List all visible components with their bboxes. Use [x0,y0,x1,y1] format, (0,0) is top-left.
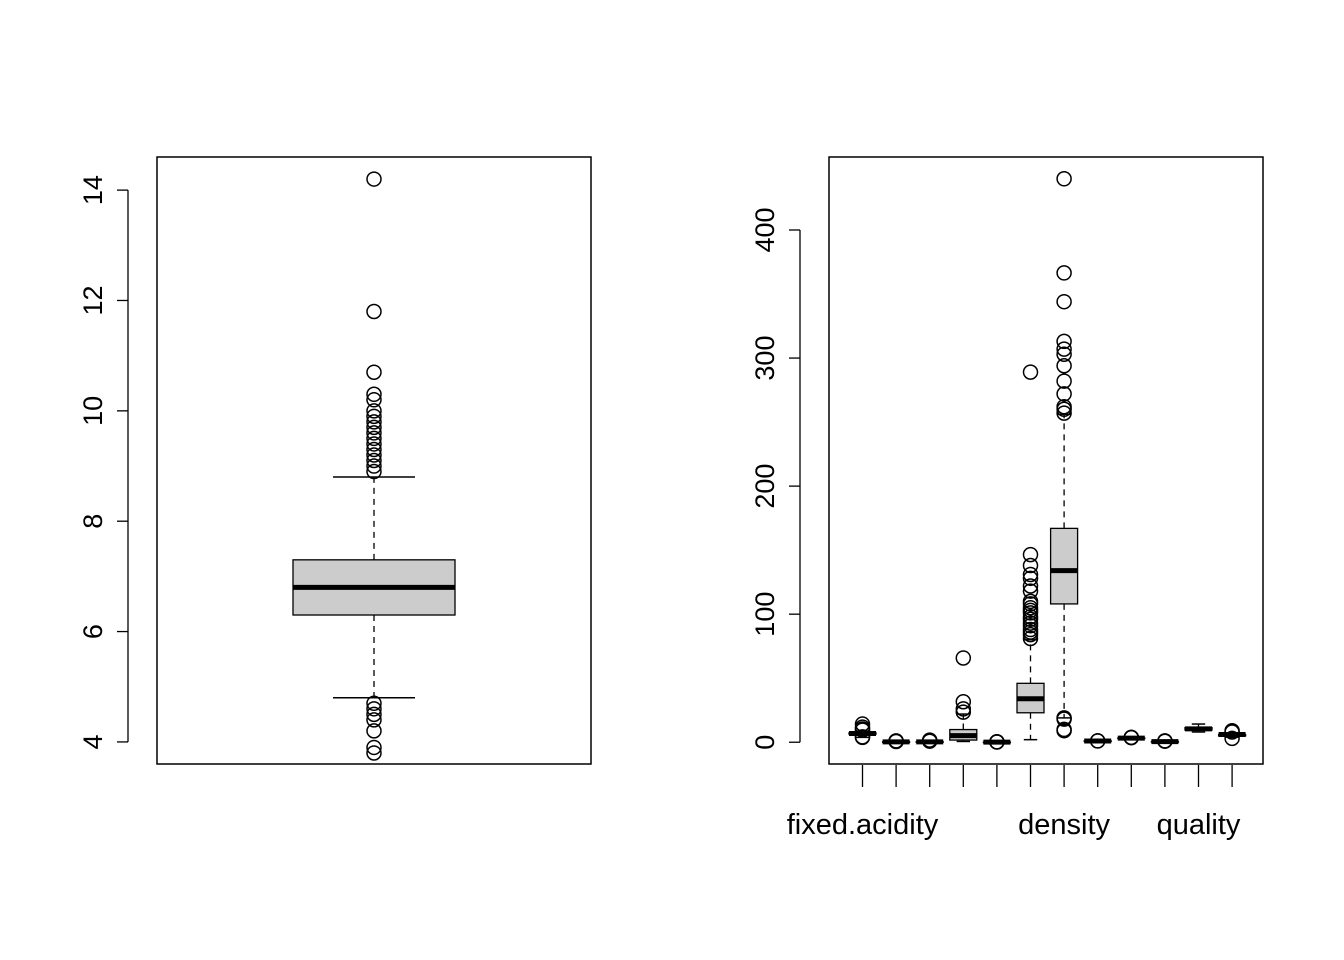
outlier-point [1089,733,1106,749]
outlier-point [1056,373,1072,389]
outlier-point [366,739,382,756]
outlier-point [366,701,382,717]
outlier-point [1056,710,1072,726]
box-5 [1016,364,1045,741]
outlier-point [1022,570,1039,587]
outlier-point [1022,578,1039,594]
outlier-point [366,712,382,728]
y-tick-label: 8 [78,514,108,529]
outlier-point [1224,722,1240,739]
y-tick-label: 400 [750,207,780,252]
right-boxplot-panel: 0 100 200 300 400 fixed.acidity density quality [750,156,1264,841]
plot-frame [828,156,1264,765]
y-tick-label: 14 [78,175,108,205]
outlier-point [366,403,382,419]
x-tick-label: fixed.acidity [787,809,939,841]
outlier-point [1022,566,1039,583]
y-tick-label: 12 [78,285,108,315]
outlier-point [1056,357,1072,374]
outlier-point [366,745,382,761]
y-tick-label: 100 [750,592,780,637]
box-11 [1217,722,1247,747]
outlier-point [366,447,382,463]
outlier-point [1056,265,1072,281]
outlier-point [366,419,382,436]
outlier-point [854,729,871,745]
outlier-point [1056,171,1072,187]
outlier-point [1157,733,1173,749]
box-4 [982,734,1012,750]
box-6 [1049,171,1079,739]
outlier-point [1056,293,1072,310]
outlier-point [366,695,382,712]
outlier-point [1056,386,1072,402]
outlier-point [1123,729,1140,746]
box-0 [848,716,877,746]
outlier-point [366,723,382,739]
box-0 [292,171,456,761]
box-3 [949,650,978,743]
y-tick-label: 300 [750,336,780,381]
outlier-point [366,386,382,403]
y-tick-label: 0 [750,735,780,750]
outlier-point [366,392,382,408]
outlier-point [366,441,382,458]
outlier-point [1056,721,1072,738]
outlier-point [366,364,382,380]
outlier-point [366,425,382,441]
outlier-point [366,452,382,469]
outlier-point [955,650,972,666]
outlier-point [1022,557,1039,574]
x-tick-label: quality [1157,809,1241,841]
outlier-point [854,716,871,732]
outlier-point [1056,333,1072,350]
outlier-point [1022,615,1039,631]
outlier-point [1022,364,1039,380]
outlier-point [1056,346,1072,362]
box-8 [1117,729,1146,746]
outlier-point [366,463,382,480]
outlier-point [1056,398,1072,415]
box-7 [1083,733,1112,749]
y-tick-label: 4 [78,734,108,749]
outlier-point [1056,405,1072,421]
outlier-point [366,706,382,723]
plot-frame [156,156,592,765]
outlier-point [366,303,382,320]
outlier-point [366,414,382,430]
outlier-point [1224,730,1240,747]
outlier-point [888,733,904,749]
y-tick-label: 200 [750,464,780,509]
outlier-point [366,436,382,452]
outlier-point [1022,630,1039,647]
outlier-point [366,458,382,474]
outlier-point [1022,583,1039,599]
outlier-point [955,694,972,710]
outlier-point [1022,608,1039,625]
box-10 [1184,723,1213,733]
outlier-point [366,408,382,425]
outlier-point [989,734,1005,750]
box-1 [881,733,911,750]
outlier-point [1022,593,1039,610]
outlier-point [1022,621,1039,638]
outlier-point [921,732,938,748]
box-2 [915,732,944,749]
box-9 [1150,733,1180,749]
outlier-point [1022,600,1039,616]
outlier-point [1056,341,1072,357]
outlier-point [366,171,382,187]
outlier-point [1022,546,1039,563]
x-tick-label: density [1018,809,1110,841]
y-tick-label: 6 [78,624,108,639]
outlier-point [366,430,382,447]
left-boxplot-panel: 4 6 8 10 12 14 [78,156,592,765]
outlier-point [955,701,972,717]
iqr-box [1049,527,1079,605]
y-tick-label: 10 [78,396,108,426]
